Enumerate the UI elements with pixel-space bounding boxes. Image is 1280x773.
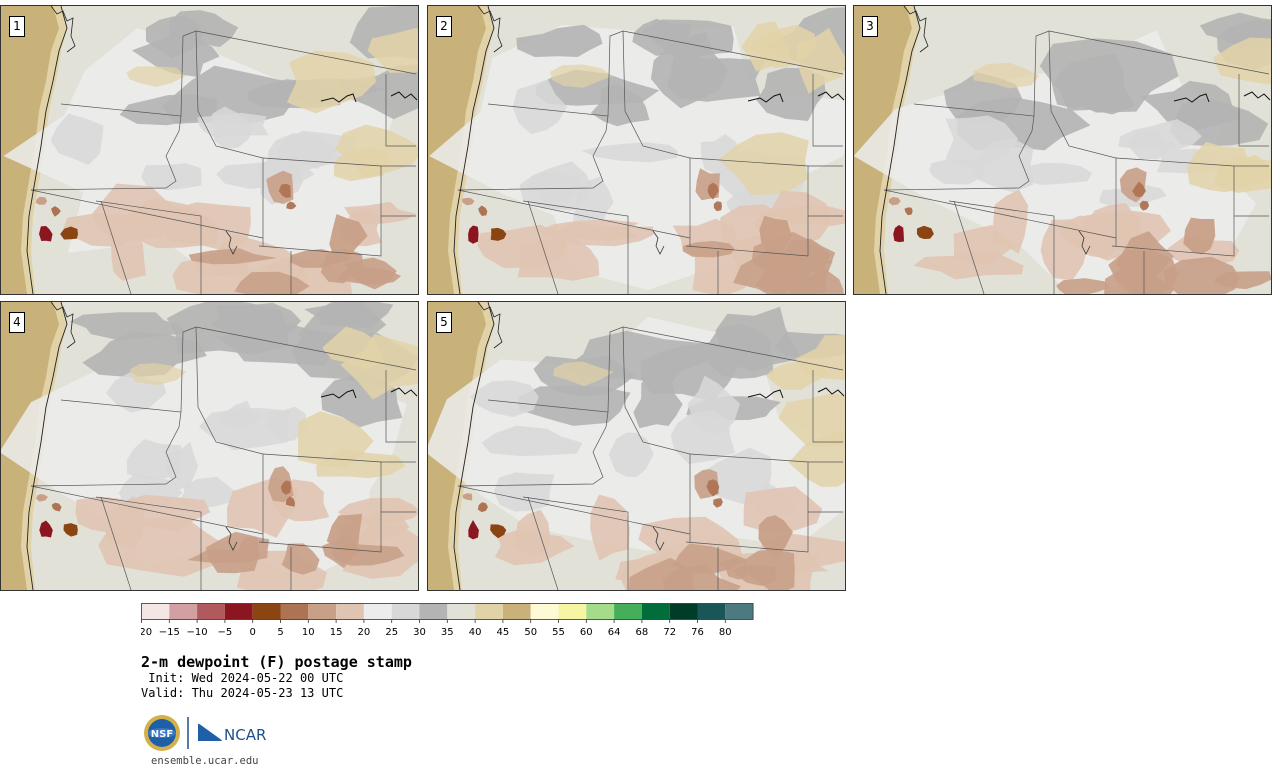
colorbar-swatch xyxy=(614,603,642,620)
panel-label: 2 xyxy=(436,16,452,37)
colorbar-swatch xyxy=(169,603,198,620)
map-image xyxy=(854,6,1271,294)
valid-time: Valid: Thu 2024-05-23 13 UTC xyxy=(141,686,344,700)
colorbar-tick-label: 45 xyxy=(497,627,510,638)
colorbar-tick-label: 0 xyxy=(250,627,256,638)
colorbar-swatch xyxy=(725,603,754,620)
colorbar-swatch xyxy=(252,603,281,620)
colorbar-tick-label: 40 xyxy=(469,627,482,638)
map-panel-5: 5 xyxy=(427,301,846,591)
map-panel-1: 1 xyxy=(0,5,419,295)
map-panel-4: 4 xyxy=(0,301,419,591)
map-image xyxy=(1,6,418,294)
init-time: Init: Wed 2024-05-22 00 UTC xyxy=(141,671,344,685)
colorbar-swatch xyxy=(141,603,170,620)
map-panel-3: 3 xyxy=(853,5,1272,295)
colorbar-swatch xyxy=(502,603,531,620)
map-panel-2: 2 xyxy=(427,5,846,295)
colorbar-tick-label: 68 xyxy=(636,627,649,638)
colorbar-swatch xyxy=(530,603,559,620)
colorbar-swatch xyxy=(280,603,309,620)
colorbar-tick-label: 5 xyxy=(277,627,283,638)
chart-title: 2-m dewpoint (F) postage stamp xyxy=(141,653,412,671)
colorbar-tick-label: −5 xyxy=(218,627,233,638)
colorbar-swatch xyxy=(197,603,225,620)
colorbar-tick-label: 80 xyxy=(719,627,732,638)
colorbar-swatch xyxy=(586,603,615,620)
colorbar-tick-label: −15 xyxy=(159,627,180,638)
colorbar-tick-label: 10 xyxy=(302,627,315,638)
map-image xyxy=(428,6,845,294)
colorbar-swatch xyxy=(641,603,670,620)
colorbar-swatch xyxy=(475,603,503,620)
colorbar-tick-label: 64 xyxy=(608,627,621,638)
site-url: ensemble.ucar.edu xyxy=(151,755,259,767)
colorbar-swatch xyxy=(447,603,476,620)
panel-label: 3 xyxy=(862,16,878,37)
ncar-logo-text: NCAR xyxy=(224,726,266,744)
map-image xyxy=(1,302,418,590)
colorbar-tick-label: 15 xyxy=(330,627,343,638)
colorbar-swatch xyxy=(336,603,364,620)
colorbar-swatch xyxy=(669,603,698,620)
ncar-logo-icon: NCAR xyxy=(197,722,266,744)
logos: NSF NCAR xyxy=(144,715,266,751)
colorbar-tick-label: −20 xyxy=(141,627,152,638)
panel-label: 5 xyxy=(436,312,452,333)
colorbar-tick-label: 76 xyxy=(691,627,704,638)
colorbar-swatch xyxy=(308,603,337,620)
colorbar-swatch xyxy=(558,603,587,620)
colorbar-tick-label: 25 xyxy=(385,627,398,638)
nsf-logo-text: NSF xyxy=(151,729,173,740)
colorbar-tick-label: 72 xyxy=(663,627,676,638)
colorbar-swatch xyxy=(391,603,420,620)
colorbar-tick-label: 30 xyxy=(413,627,426,638)
colorbar: −20 −15 −10 −5 0 5 10 15 20 25 30 35 40 45 50 55 60 64 68 7… xyxy=(141,603,754,638)
panel-label: 1 xyxy=(9,16,25,37)
nsf-logo-icon: NSF xyxy=(144,715,180,751)
map-image xyxy=(428,302,845,590)
panel-label: 4 xyxy=(9,312,25,333)
colorbar-tick-label: 60 xyxy=(580,627,593,638)
colorbar-tick-label: 50 xyxy=(524,627,537,638)
colorbar-tick-label: 55 xyxy=(552,627,565,638)
colorbar-swatch xyxy=(419,603,448,620)
colorbar-swatch xyxy=(363,603,392,620)
colorbar-tick-label: 20 xyxy=(358,627,371,638)
colorbar-swatch xyxy=(697,603,726,620)
colorbar-tick-label: −10 xyxy=(187,627,208,638)
colorbar-swatch xyxy=(224,603,253,620)
colorbar-tick-label: 35 xyxy=(441,627,454,638)
